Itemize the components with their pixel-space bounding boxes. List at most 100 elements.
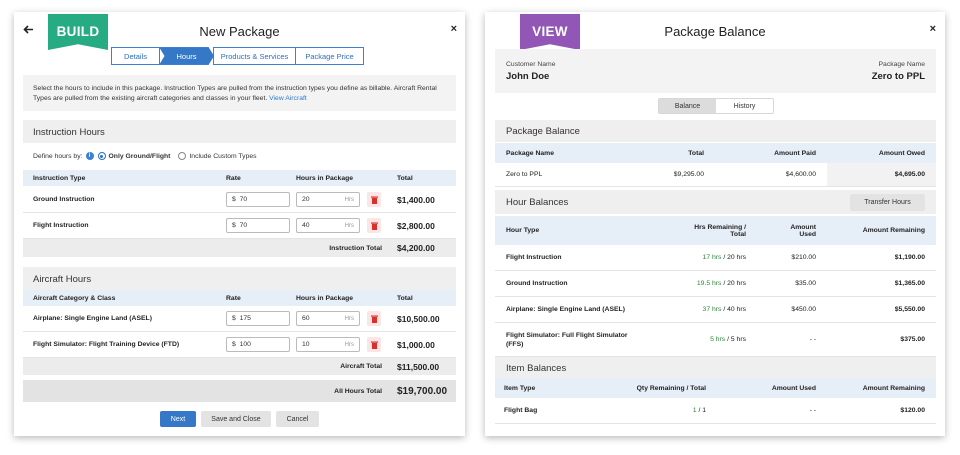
back-arrow-icon[interactable] [23, 23, 34, 37]
col-amount-used: Amount Used [790, 223, 816, 238]
hours-input[interactable]: 10 Hrs [296, 337, 360, 352]
hrs-remaining: 19.5 hrs [696, 280, 722, 287]
step-package-price[interactable]: Package Price [295, 47, 364, 65]
rate-input[interactable]: $ 100 [226, 337, 290, 352]
info-icon[interactable]: i [85, 152, 94, 160]
hours-input[interactable]: 40 Hrs [296, 218, 360, 233]
all-hours-total-value: $19,700.00 [397, 385, 448, 397]
row-name: Flight Instruction [506, 254, 562, 261]
table-row: Flight Instruction 17 hrs / 20 hrs $210.… [495, 245, 936, 271]
col-item-type: Item Type [504, 384, 536, 392]
table-row: Airplane: Single Engine Land (ASEL) $ 17… [23, 306, 456, 332]
step-details[interactable]: Details [111, 47, 160, 65]
customer-info: Customer Name John Doe Package Name Zero… [495, 49, 936, 93]
row-total: $1,400.00 [397, 194, 435, 205]
row-amount-remaining: $375.00 [900, 336, 925, 343]
col-rate: Rate [226, 294, 241, 302]
package-balance-header: Package Name Total Amount Paid Amount Ow… [495, 143, 936, 163]
view-ribbon: VIEW [520, 14, 580, 50]
col-qty-remaining: Qty Remaining / Total [636, 384, 706, 392]
col-rate: Rate [226, 174, 241, 182]
package-name: Zero to PPL [871, 71, 925, 82]
col-hours-in-package: Hours in Package [296, 294, 354, 302]
table-row: Flight Simulator: Flight Training Device… [23, 332, 456, 358]
page-title: Package Balance [664, 24, 766, 39]
rate-input[interactable]: $ 175 [226, 311, 290, 326]
row-name: Airplane: Single Engine Land (ASEL) [506, 306, 625, 313]
col-hrs-remaining: Hrs Remaining / Total [694, 223, 746, 238]
tab-balance[interactable]: Balance [659, 99, 716, 113]
customer-name: John Doe [506, 71, 550, 82]
col-total: Total [397, 294, 413, 302]
row-total: $9,295.00 [673, 171, 704, 178]
cancel-button[interactable]: Cancel [276, 411, 319, 427]
view-panel: VIEW Package Balance × Customer Name Joh… [485, 12, 945, 436]
transfer-hours-button[interactable]: Transfer Hours [850, 194, 925, 211]
col-aircraft-category: Aircraft Category & Class [33, 294, 116, 302]
build-ribbon: BUILD [48, 14, 108, 50]
option-custom-label: Include Custom Types [189, 152, 257, 160]
hrs-remaining: 37 hrs [702, 306, 722, 313]
col-amount-remaining: Amount Remaining [862, 384, 925, 392]
row-amount-used: - - [809, 336, 816, 343]
package-name-label: Package Name [878, 61, 925, 68]
page-title: New Package [199, 24, 280, 39]
trash-icon[interactable] [367, 192, 381, 207]
radio-only-ground-flight[interactable] [97, 152, 106, 160]
col-total: Total [397, 174, 413, 182]
col-amount-owed: Amount Owed [878, 149, 925, 157]
table-row: Flight Bag 1 / 1 - - $120.00 [495, 398, 936, 424]
trash-icon[interactable] [367, 311, 381, 326]
rate-input[interactable]: $ 70 [226, 192, 290, 207]
aircraft-hours-section-title: Aircraft Hours [23, 267, 456, 290]
row-amount-used: $210.00 [791, 254, 816, 261]
define-hours-row: Define hours by: i Only Ground/Flight In… [33, 149, 257, 163]
build-panel: BUILD New Package × Details Hours Produc… [14, 12, 465, 436]
footer-buttons: Next Save and Close Cancel [160, 411, 319, 427]
row-amount-used: $450.00 [791, 306, 816, 313]
tab-history[interactable]: History [716, 99, 773, 113]
radio-include-custom[interactable] [178, 152, 187, 160]
close-icon[interactable]: × [450, 23, 457, 35]
balance-history-tabs: Balance History [658, 98, 774, 114]
instruction-total-row: Instruction Total $4,200.00 [23, 239, 456, 257]
col-amount-paid: Amount Paid [774, 149, 816, 157]
all-hours-total-label: All Hours Total [334, 387, 382, 395]
step-products-services[interactable]: Products & Services [213, 47, 296, 65]
close-icon[interactable]: × [929, 23, 936, 35]
qty-total: / 1 [698, 407, 706, 414]
row-amount-remaining: $5,550.00 [894, 306, 925, 313]
trash-icon[interactable] [367, 337, 381, 352]
view-aircraft-link[interactable]: View Aircraft [269, 94, 307, 102]
all-hours-total-row: All Hours Total $19,700.00 [23, 380, 456, 402]
row-name: Flight Bag [504, 407, 538, 414]
next-button[interactable]: Next [160, 411, 196, 427]
hrs-total: / 20 hrs [723, 254, 746, 261]
hrs-total: / 20 hrs [723, 280, 746, 287]
step-hours[interactable]: Hours [159, 47, 214, 65]
row-name: Flight Instruction [33, 222, 89, 229]
row-amount-used: $35.00 [795, 280, 816, 287]
row-name: Ground Instruction [506, 280, 568, 287]
item-balances-header: Item Type Qty Remaining / Total Amount U… [495, 378, 936, 398]
rate-input[interactable]: $ 70 [226, 218, 290, 233]
trash-icon[interactable] [367, 218, 381, 233]
col-hours-in-package: Hours in Package [296, 174, 354, 182]
hours-input[interactable]: 60 Hrs [296, 311, 360, 326]
aircraft-total-row: Aircraft Total $11,500.00 [23, 358, 456, 375]
table-row: Ground Instruction $ 70 20 Hrs $1,400.00 [23, 187, 456, 213]
table-row: Zero to PPL $9,295.00 $4,600.00 $4,695.0… [495, 163, 936, 187]
customer-name-label: Customer Name [506, 61, 556, 68]
hours-input[interactable]: 20 Hrs [296, 192, 360, 207]
save-and-close-button[interactable]: Save and Close [201, 411, 271, 427]
table-row: Flight Simulator: Full Flight Simulator … [495, 323, 936, 357]
col-hour-type: Hour Type [506, 227, 540, 234]
row-total: $1,000.00 [397, 339, 435, 350]
table-row: Airplane: Single Engine Land (ASEL) 37 h… [495, 297, 936, 323]
qty-remaining: 1 [692, 407, 697, 414]
item-balances-section-title: Item Balances [495, 357, 936, 378]
intro-text: Select the hours to include in this pack… [23, 75, 456, 111]
row-total: $10,500.00 [397, 313, 440, 324]
hour-balances-header: Hour Type Hrs Remaining / Total Amount U… [495, 216, 936, 245]
instruction-hours-section-title: Instruction Hours [23, 120, 456, 143]
